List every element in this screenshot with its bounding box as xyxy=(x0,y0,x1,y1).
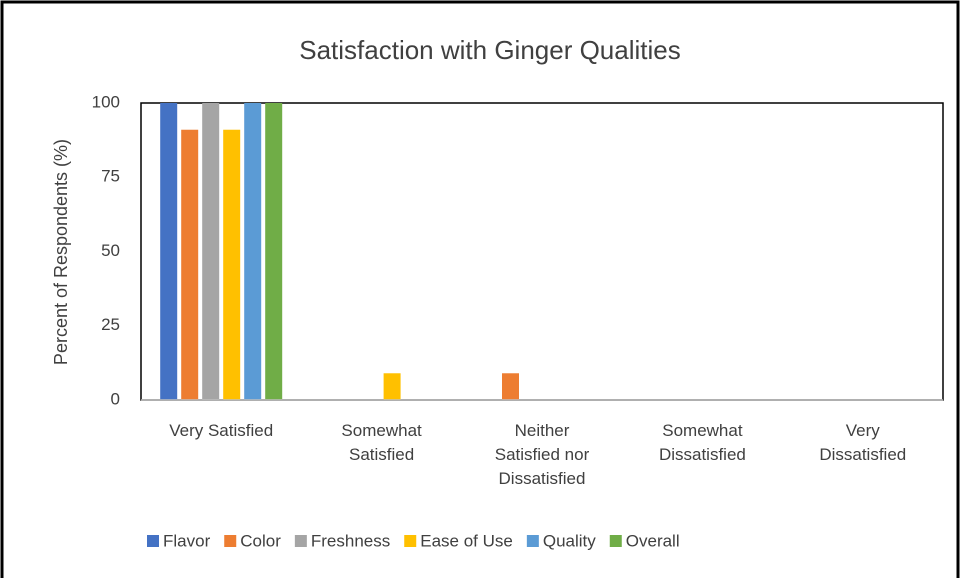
x-tick-label: Very Dissatisfied xyxy=(819,421,906,464)
legend-swatch xyxy=(224,535,237,547)
bar xyxy=(383,373,401,400)
y-tick-label: 50 xyxy=(101,241,120,260)
x-tick-label: Somewhat Dissatisfied xyxy=(659,421,746,464)
legend-swatch xyxy=(294,535,307,547)
bar xyxy=(502,373,519,400)
y-axis-label: Percent of Respondents (%) xyxy=(51,139,71,365)
legend-swatch xyxy=(609,535,622,547)
legend-label: Color xyxy=(240,531,281,550)
legend-label: Flavor xyxy=(163,531,211,550)
legend-swatch xyxy=(404,535,417,547)
x-tick-label: Very Satisfied xyxy=(169,421,273,440)
legend-label: Ease of Use xyxy=(420,531,513,550)
bar xyxy=(181,129,199,401)
x-tick-label: Neither Satisfied nor Dissatisfied xyxy=(495,421,590,488)
legend-swatch xyxy=(147,535,159,547)
bar xyxy=(244,103,262,400)
y-tick-label: 100 xyxy=(92,92,120,111)
legend-label: Freshness xyxy=(311,531,390,550)
legend-swatch xyxy=(526,535,539,547)
bar xyxy=(223,129,241,401)
chart-title: Satisfaction with Ginger Qualities xyxy=(299,35,681,65)
x-tick-label: Somewhat Satisfied xyxy=(341,421,422,464)
bar xyxy=(265,103,283,400)
y-tick-label: 0 xyxy=(111,389,120,408)
bar xyxy=(202,103,220,400)
y-tick-label: 25 xyxy=(101,315,120,334)
legend-label: Quality xyxy=(543,531,596,550)
y-tick-label: 75 xyxy=(101,167,120,186)
legend-label: Overall xyxy=(626,531,680,550)
bar xyxy=(160,103,178,400)
